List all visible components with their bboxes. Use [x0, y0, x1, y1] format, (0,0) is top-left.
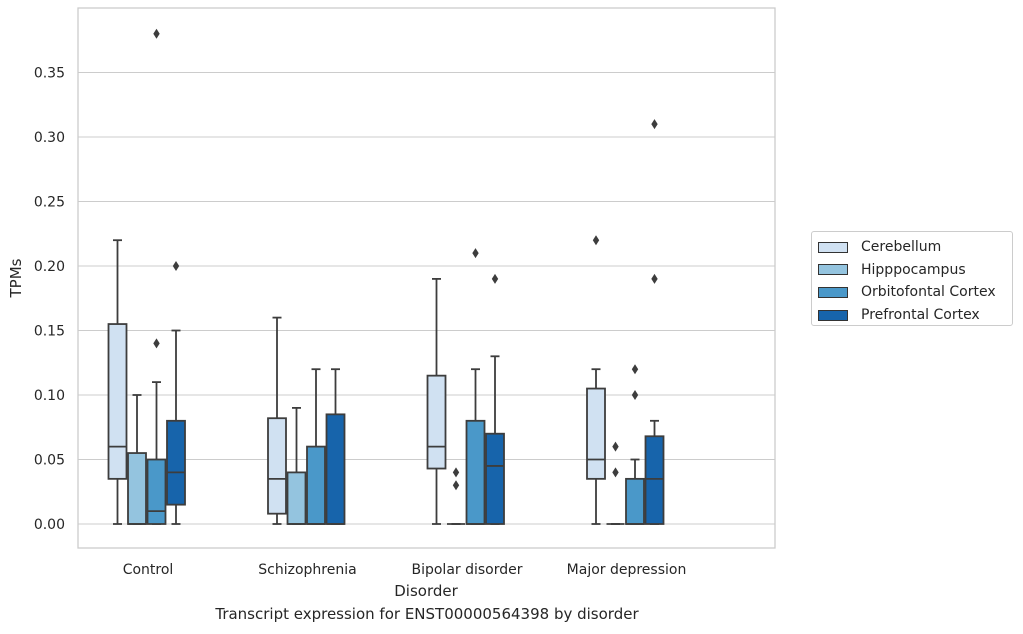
x-tick-label: Control — [123, 562, 174, 578]
chart-caption: Transcript expression for ENST0000056439… — [215, 605, 639, 623]
box — [586, 235, 606, 525]
outlier-point — [651, 119, 658, 130]
y-tick-label: 0.00 — [34, 517, 65, 533]
x-tick-label: Bipolar disorder — [411, 562, 522, 578]
outlier-point — [592, 235, 600, 246]
outlier-point — [452, 467, 460, 478]
outlier-point — [631, 364, 639, 375]
outlier-point — [452, 480, 460, 491]
box-iqr — [325, 413, 346, 525]
box-iqr — [107, 323, 128, 480]
legend: Cerebellum Hipppocampus Orbitofontal Corte… — [811, 231, 1013, 326]
box — [107, 239, 128, 525]
box — [465, 248, 486, 525]
box — [644, 119, 665, 525]
box — [325, 368, 346, 525]
legend-item: Orbitofontal Cortex — [818, 281, 1012, 304]
box-iqr — [625, 477, 645, 525]
x-tick-labels: Control Schizophrenia Bipolar disorder Majo… — [123, 562, 687, 578]
outlier-point — [612, 467, 619, 478]
box-iqr — [146, 458, 167, 525]
gridlines — [78, 72, 775, 525]
legend-item: Prefrontal Cortex — [818, 304, 1012, 327]
box-iqr — [426, 374, 447, 470]
outlier-point — [612, 441, 619, 452]
box — [485, 273, 505, 525]
legend-label: Orbitofontal Cortex — [861, 284, 996, 301]
y-axis-title: TPMs — [7, 258, 25, 298]
box-iqr — [306, 445, 326, 525]
legend-swatch — [818, 264, 848, 276]
y-tick-label: 0.10 — [34, 388, 65, 404]
x-tick-label: Schizophrenia — [258, 562, 356, 578]
box-iqr — [644, 435, 665, 525]
box — [146, 28, 167, 525]
outlier-point — [153, 28, 160, 39]
box — [306, 368, 326, 525]
y-tick-label: 0.05 — [34, 453, 65, 469]
legend-swatch — [818, 241, 848, 253]
legend-swatch — [818, 309, 848, 321]
legend-swatch — [818, 286, 848, 298]
box — [426, 277, 447, 525]
outlier-point — [472, 248, 479, 259]
y-tick-label: 0.30 — [34, 130, 65, 146]
box — [127, 394, 147, 525]
y-tick-label: 0.35 — [34, 66, 65, 82]
plot-frame — [77, 7, 776, 549]
box-iqr — [286, 471, 307, 525]
x-tick-label: Major depression — [567, 562, 687, 578]
box — [447, 467, 465, 525]
box — [166, 261, 186, 525]
box-iqr — [166, 419, 186, 506]
outlier-point — [491, 273, 499, 284]
box — [267, 316, 287, 525]
y-tick-labels: 0.00 0.05 0.10 0.15 0.20 0.25 0.30 0.35 — [34, 66, 65, 534]
plot-border — [77, 7, 776, 549]
box-iqr — [465, 419, 486, 525]
box-iqr — [127, 452, 147, 525]
outlier-point — [651, 273, 658, 284]
outlier-point — [631, 390, 639, 400]
box — [625, 364, 645, 525]
box-iqr — [485, 432, 505, 525]
box-iqr — [267, 417, 287, 515]
outlier-point — [172, 261, 180, 271]
legend-label: Cerebellum — [861, 239, 942, 256]
y-tick-label: 0.25 — [34, 195, 65, 211]
box-series — [107, 28, 665, 525]
legend-label: Hipppocampus — [861, 261, 966, 278]
x-axis-title: Disorder — [394, 582, 458, 600]
box — [286, 406, 307, 525]
y-tick-label: 0.20 — [34, 259, 65, 275]
box — [606, 441, 625, 525]
box-iqr — [586, 387, 606, 480]
legend-label: Prefrontal Cortex — [861, 307, 980, 324]
legend-item: Cerebellum — [818, 236, 1012, 259]
legend-item: Hipppocampus — [818, 259, 1012, 282]
y-tick-label: 0.15 — [34, 324, 65, 340]
outlier-point — [153, 338, 160, 349]
